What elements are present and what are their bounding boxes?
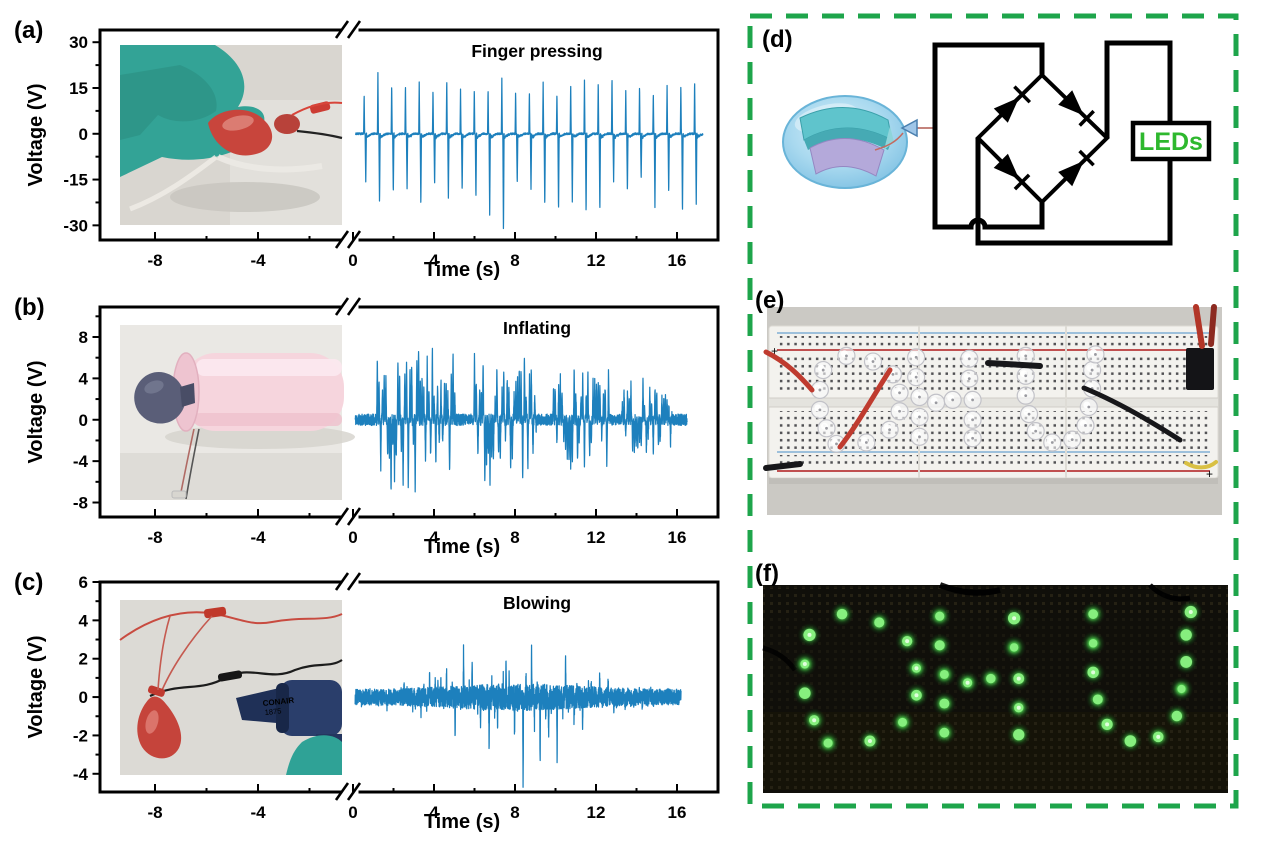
chart-title: Blowing xyxy=(503,593,571,613)
chart-title: Inflating xyxy=(503,318,571,338)
y-tick-label: 30 xyxy=(69,33,88,52)
x-tick-label: 12 xyxy=(587,528,606,547)
y-tick-label: 15 xyxy=(69,79,88,98)
panel-e-breadboard-photo: + + (e) xyxy=(755,287,1222,515)
y-tick-label: 8 xyxy=(79,328,88,347)
diode-icon xyxy=(1058,160,1084,187)
panel-letter: (b) xyxy=(14,294,45,321)
x-tick-label: -4 xyxy=(250,528,266,547)
y-tick-label: 0 xyxy=(79,125,88,144)
x-tick-label: 0 xyxy=(348,528,357,547)
y-tick-label: -4 xyxy=(73,452,89,471)
dark-wire xyxy=(938,582,1001,596)
small-red-bulb xyxy=(274,114,300,134)
x-tick-label: 0 xyxy=(348,251,357,270)
chart-title: Finger pressing xyxy=(471,41,602,61)
navy-bulb xyxy=(134,372,184,424)
plus-marker: + xyxy=(771,344,778,358)
diode-icon xyxy=(993,97,1020,123)
panel-b-chart: 8 4 0 -4 -8 0 4 8 12 16 -8 -4 (b) Voltage (V) Infla… xyxy=(14,294,720,558)
panel-letter: (d) xyxy=(762,26,793,53)
x-tick-label: -8 xyxy=(147,251,162,270)
axes-a: 30 15 0 -15 -30 0 4 8 12 16 -8 -4 xyxy=(63,20,720,270)
y-tick-label: 0 xyxy=(79,688,88,707)
x-tick-label: 0 xyxy=(348,803,357,822)
diode-icon xyxy=(1058,90,1084,116)
photo-finger-pressing xyxy=(120,45,343,225)
x-axis-title: Time (s) xyxy=(424,811,500,833)
red-bulb xyxy=(208,109,273,156)
x-tick-label: 16 xyxy=(668,528,687,547)
photo-inflating xyxy=(120,325,355,500)
demo-group-border xyxy=(747,13,1239,809)
y-axis-title: Voltage (V) xyxy=(25,636,47,739)
y-tick-label: -15 xyxy=(63,171,88,190)
voltage-waveform-a xyxy=(354,71,704,230)
black-clip xyxy=(217,670,243,682)
connection-arrow-icon xyxy=(900,118,918,138)
x-tick-label: 12 xyxy=(587,251,606,270)
jumper-wires xyxy=(763,304,1218,471)
x-tick-label: 8 xyxy=(510,803,519,822)
plus-marker: + xyxy=(1206,467,1213,481)
x-tick-label: 12 xyxy=(587,803,606,822)
x-tick-label: 8 xyxy=(510,251,519,270)
dark-wire xyxy=(1148,583,1191,602)
y-tick-label: 4 xyxy=(79,369,89,388)
red-clip xyxy=(203,606,227,619)
panel-f-lit-leds-photo: (f) xyxy=(755,560,1228,793)
x-tick-label: 4 xyxy=(429,528,439,547)
voltage-waveform-c xyxy=(354,644,682,788)
hair-dryer-model-text: 1875 xyxy=(264,706,282,717)
y-tick-label: 0 xyxy=(79,411,88,430)
balloon-device-schematic xyxy=(782,95,908,189)
x-axis-title: Time (s) xyxy=(424,536,500,558)
x-tick-label: -4 xyxy=(250,803,266,822)
axes-c: 6 4 2 0 -2 -4 0 4 8 12 16 -8 -4 xyxy=(73,572,720,822)
y-tick-label: -8 xyxy=(73,494,88,513)
glowing-led-array xyxy=(792,600,1203,756)
glove-corner xyxy=(286,735,342,775)
hair-dryer-brand-text: CONAIR xyxy=(262,696,295,708)
clear-led-array xyxy=(810,345,1105,454)
photo-blowing: CONAIR 1875 xyxy=(119,600,343,775)
x-tick-label: 16 xyxy=(668,803,687,822)
leds-box xyxy=(1130,120,1212,162)
black-component xyxy=(1186,348,1214,390)
panel-letter: (c) xyxy=(14,569,43,596)
diode-icon xyxy=(993,153,1020,180)
x-tick-label: 16 xyxy=(668,251,687,270)
voltage-waveform-b xyxy=(354,347,688,493)
panel-letter: (e) xyxy=(755,287,784,314)
dark-wire xyxy=(762,645,798,672)
red-balloon xyxy=(137,696,182,759)
y-tick-label: 2 xyxy=(79,650,88,669)
leds-label: LEDs xyxy=(1139,128,1203,156)
x-tick-label: 4 xyxy=(429,803,439,822)
x-tick-label: -8 xyxy=(147,528,162,547)
panel-letter: (a) xyxy=(14,17,43,44)
x-tick-label: -8 xyxy=(147,803,162,822)
y-axis-title: Voltage (V) xyxy=(25,361,47,464)
electrode-lead xyxy=(874,132,904,151)
y-tick-label: 4 xyxy=(79,611,89,630)
x-tick-label: 8 xyxy=(510,528,519,547)
panel-d-circuit: (d) LEDs xyxy=(762,26,1212,246)
axes-b: 8 4 0 -4 -8 0 4 8 12 16 -8 -4 xyxy=(73,297,720,547)
x-axis-title: Time (s) xyxy=(424,259,500,281)
x-tick-label: -4 xyxy=(250,251,266,270)
y-axis-title: Voltage (V) xyxy=(25,84,47,187)
y-tick-label: -2 xyxy=(73,726,88,745)
panel-a-chart: 30 15 0 -15 -30 0 4 8 12 16 -8 -4 (a) Voltage (V) F… xyxy=(14,17,720,281)
panel-letter: (f) xyxy=(755,560,779,587)
breadboard: + + xyxy=(768,325,1219,484)
y-tick-label: 6 xyxy=(79,573,88,592)
bridge-rectifier xyxy=(932,40,1173,246)
y-tick-label: -4 xyxy=(73,765,89,784)
y-tick-label: -30 xyxy=(63,216,88,235)
x-tick-label: 4 xyxy=(429,251,439,270)
